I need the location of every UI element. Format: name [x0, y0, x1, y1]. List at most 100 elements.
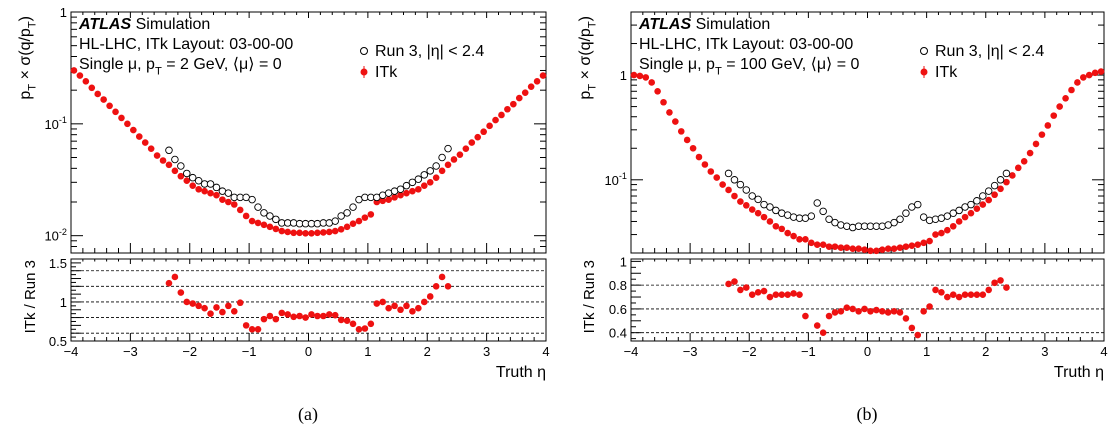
ratio-point — [403, 302, 410, 310]
itk-point — [100, 96, 107, 103]
itk-point — [1062, 94, 1069, 102]
itk-point — [296, 229, 303, 237]
itk-point — [695, 153, 703, 161]
ratio-point — [938, 288, 945, 296]
itk-point — [355, 217, 363, 225]
itk-point — [973, 205, 981, 212]
itk-point — [82, 78, 90, 85]
itk-point — [819, 241, 827, 249]
ratio-point — [784, 291, 791, 298]
itk-point — [94, 90, 102, 98]
itk-point — [266, 223, 274, 231]
itk-point — [760, 213, 768, 221]
ratio-point — [955, 293, 963, 301]
itk-point — [914, 241, 922, 249]
x-tick-label: 3 — [1041, 344, 1048, 359]
run3-point — [408, 178, 417, 187]
itk-point — [361, 214, 369, 221]
run3-point — [736, 180, 745, 189]
ratio-point — [325, 311, 333, 318]
ratio-point — [985, 286, 993, 294]
itk-point — [106, 102, 113, 110]
itk-point — [790, 232, 797, 240]
ratio-point — [438, 273, 446, 281]
ratio-point — [254, 325, 262, 333]
itk-point — [748, 206, 756, 213]
legend-run3-marker — [920, 47, 928, 55]
itk-point — [462, 145, 470, 152]
ratio-point — [991, 279, 998, 287]
itk-point — [403, 189, 410, 197]
itk-point — [926, 237, 933, 245]
itk-point — [385, 196, 392, 203]
itk-point — [742, 202, 750, 209]
ratio-y-tick-label: 1 — [60, 295, 67, 310]
ratio-point — [855, 307, 862, 315]
ratio-point — [391, 302, 398, 310]
ratio-point — [908, 324, 916, 332]
legend-itk-label: ITk — [935, 64, 958, 81]
run3-point — [742, 186, 751, 194]
itk-point — [349, 220, 357, 227]
x-tick-label: 1 — [923, 344, 930, 359]
y-axis-title: pT​ × σ(q/pT​) — [17, 16, 39, 100]
x-tick-label: 4 — [1100, 344, 1107, 359]
x-tick-label: −3 — [123, 344, 138, 359]
itk-point — [896, 244, 904, 251]
itk-point — [1097, 68, 1105, 75]
run3-point — [349, 203, 357, 211]
ratio-point — [979, 291, 987, 298]
run3-point — [266, 212, 274, 220]
itk-point — [130, 126, 137, 134]
ratio-point — [201, 304, 208, 312]
itk-point — [867, 247, 874, 255]
ratio-y-tick-label: 0.4 — [609, 326, 627, 341]
itk-point — [230, 201, 238, 208]
run3-point — [426, 167, 434, 175]
ratio-point — [802, 312, 809, 320]
ratio-point — [331, 311, 339, 319]
itk-point — [492, 116, 499, 124]
ratio-point — [236, 299, 244, 307]
ratio-point — [314, 312, 321, 320]
run3-point — [1002, 169, 1011, 178]
ratio-point — [343, 317, 351, 324]
itk-point — [1014, 164, 1022, 172]
ratio-point — [308, 311, 315, 318]
itk-point — [343, 223, 351, 231]
ratio-point — [379, 298, 387, 306]
ratio-point — [873, 306, 880, 314]
itk-point — [1038, 131, 1046, 138]
itk-point — [707, 168, 715, 175]
ratio-point — [778, 291, 786, 298]
itk-point — [379, 197, 387, 205]
run3-point — [973, 197, 981, 205]
itk-point — [438, 167, 446, 175]
run3-point — [331, 217, 339, 225]
ratio-point — [796, 291, 803, 298]
itk-point — [683, 136, 691, 144]
ratio-plot-frame — [70, 258, 547, 342]
ratio-y-tick-label: 0.6 — [609, 302, 627, 317]
itk-point — [766, 218, 774, 225]
run3-point — [177, 162, 185, 170]
itk-point — [991, 191, 998, 199]
itk-point — [1032, 140, 1040, 148]
itk-point — [884, 245, 892, 252]
ratio-point — [867, 307, 874, 315]
legend-itk-marker — [360, 68, 368, 76]
itk-point — [666, 109, 673, 116]
ratio-y-tick-label: 0.5 — [49, 334, 67, 349]
x-axis-title: Truth η — [1054, 364, 1104, 381]
layout-label: HL-LHC, ITk Layout: 03-00-00 — [639, 36, 853, 53]
ratio-point — [219, 308, 226, 316]
run3-point — [396, 185, 405, 194]
run3-point — [955, 206, 963, 215]
ratio-point — [373, 300, 381, 307]
ratio-point — [760, 287, 768, 295]
itk-point — [630, 71, 638, 79]
itk-point — [504, 105, 511, 113]
itk-point — [171, 167, 179, 175]
legend-itk-marker — [920, 68, 928, 76]
itk-point — [468, 139, 476, 146]
